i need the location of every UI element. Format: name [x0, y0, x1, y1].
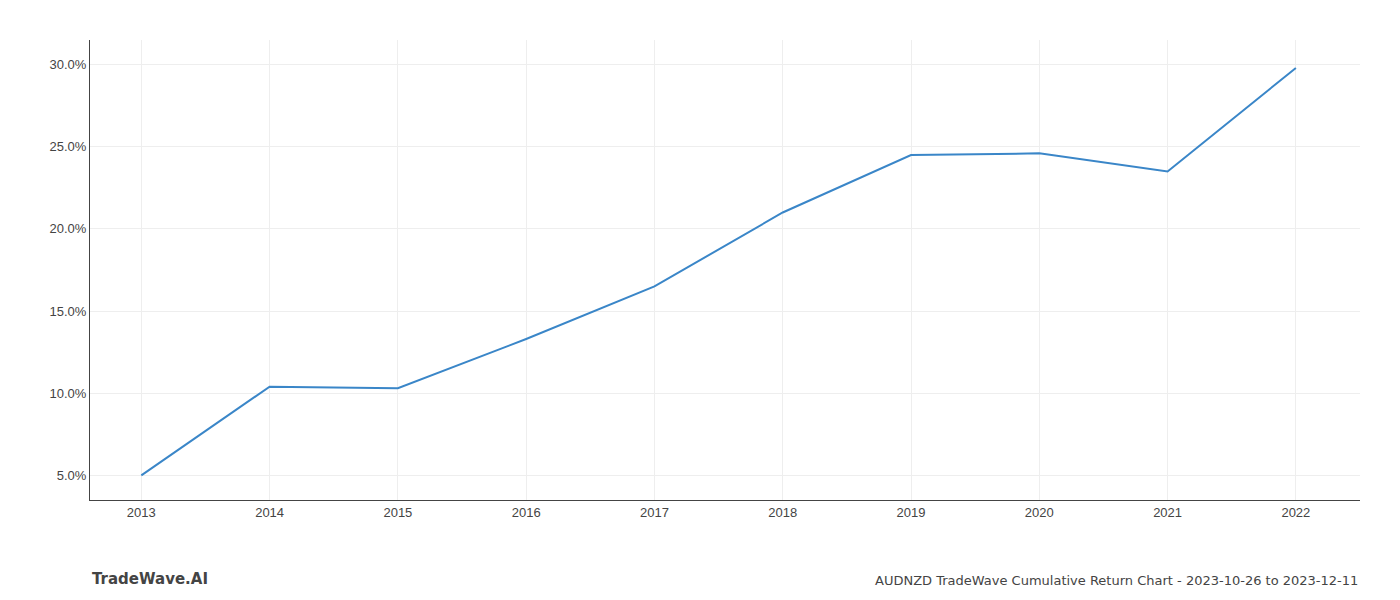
svg-text:2013: 2013: [127, 505, 156, 520]
svg-text:5.0%: 5.0%: [57, 468, 87, 483]
svg-text:2017: 2017: [640, 505, 669, 520]
svg-text:2019: 2019: [897, 505, 926, 520]
svg-text:30.0%: 30.0%: [50, 57, 87, 72]
svg-text:15.0%: 15.0%: [50, 304, 87, 319]
svg-text:20.0%: 20.0%: [50, 221, 87, 236]
svg-text:2014: 2014: [255, 505, 284, 520]
svg-text:10.0%: 10.0%: [50, 386, 87, 401]
svg-text:2015: 2015: [383, 505, 412, 520]
svg-text:2022: 2022: [1281, 505, 1310, 520]
svg-text:AUDNZD TradeWave Cumulative Re: AUDNZD TradeWave Cumulative Return Chart…: [875, 573, 1358, 588]
svg-text:2016: 2016: [512, 505, 541, 520]
svg-text:2021: 2021: [1153, 505, 1182, 520]
svg-text:25.0%: 25.0%: [50, 139, 87, 154]
svg-text:2018: 2018: [768, 505, 797, 520]
svg-text:2020: 2020: [1025, 505, 1054, 520]
svg-text:TradeWave.AI: TradeWave.AI: [92, 570, 208, 588]
